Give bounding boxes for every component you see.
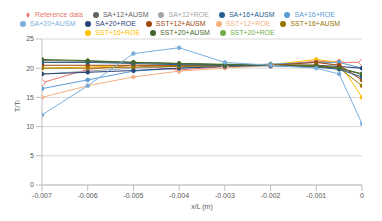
svg-text:-0.003: -0.003 bbox=[215, 192, 235, 199]
html-text:SA+12+AUSM: SA+12+AUSM bbox=[102, 11, 149, 18]
svg-text:-0.002: -0.002 bbox=[261, 192, 281, 199]
svg-text:20: 20 bbox=[26, 65, 34, 72]
html-text:SST+12+AUSM: SST+12+AUSM bbox=[155, 20, 206, 27]
html-text:SA+16+AUSM: SA+16+AUSM bbox=[228, 11, 275, 18]
html-text:SA+20+AUSM: SA+20+AUSM bbox=[29, 20, 76, 27]
html-text:SST+16+ROE: SST+16+ROE bbox=[95, 29, 141, 36]
html-text:SST+20+AUSM: SST+20+AUSM bbox=[160, 29, 210, 36]
svg-text:10: 10 bbox=[26, 123, 34, 130]
html-text:Reference data: Reference data bbox=[35, 11, 83, 18]
svg-text:15: 15 bbox=[26, 94, 34, 101]
svg-text:0: 0 bbox=[30, 181, 34, 188]
html-text:SA+16+ROE: SA+16+ROE bbox=[294, 11, 335, 18]
svg-text:-0.005: -0.005 bbox=[123, 192, 143, 199]
svg-text:-0.007: -0.007 bbox=[32, 192, 52, 199]
svg-text:-0.006: -0.006 bbox=[78, 192, 98, 199]
svg-text:25: 25 bbox=[26, 35, 34, 42]
html-text:SST+12+ROE: SST+12+ROE bbox=[225, 20, 271, 27]
svg-text:5: 5 bbox=[30, 152, 34, 159]
svg-text:T/Ti: T/Ti bbox=[14, 100, 21, 112]
svg-text:x/L (m): x/L (m) bbox=[191, 203, 213, 211]
html-text:SA+12+ROE: SA+12+ROE bbox=[168, 11, 209, 18]
html-text:SA+20+ROE: SA+20+ROE bbox=[95, 20, 136, 27]
svg-text:-0.001: -0.001 bbox=[306, 192, 326, 199]
svg-text:0: 0 bbox=[360, 192, 364, 199]
html-text:SST+20+ROE: SST+20+ROE bbox=[229, 29, 275, 36]
html-text:SST+16+AUSM: SST+16+AUSM bbox=[290, 20, 341, 27]
svg-text:-0.004: -0.004 bbox=[169, 192, 189, 199]
